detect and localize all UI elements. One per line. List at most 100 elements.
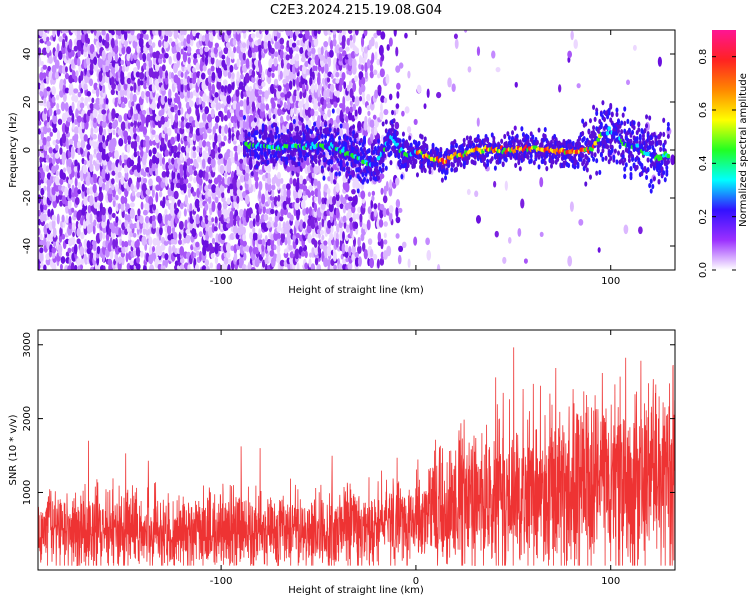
spectrogram-cell [206,95,210,104]
spectrogram-cell [271,72,275,79]
spectrogram-cell [240,146,244,153]
spectrogram-cell [154,258,159,269]
spectrogram-cell [218,102,222,110]
spectrogram-cell [229,210,234,222]
spectrogram-cell [286,114,290,121]
spectrogram-cell [398,207,403,213]
spectrogram-cell [48,107,53,117]
spectrogram-cell [178,120,182,128]
spectrogram-cell [165,176,168,187]
spectrogram-cell [361,64,364,72]
spectrogram-cell [142,139,147,148]
spectrogram-cell [204,46,209,53]
spectrogram-cell [380,187,384,195]
spectrogram-cell [59,78,64,85]
spectrogram-cell [42,72,47,79]
spectrogram-cell [214,122,219,130]
spectrogram-cell [85,219,91,225]
spectrogram-cell [108,111,112,122]
spectrogram-cell [61,132,67,144]
spectrogram-cell [226,251,231,259]
spectrogram-cell [189,91,194,99]
spectrogram-cell [39,82,45,92]
spectrogram-cell [51,96,56,104]
spectrogram-cell [102,265,106,270]
spectrogram-cell [223,64,228,71]
spectrogram-cell [251,75,256,84]
spectrogram-cell [142,209,148,216]
spectrogram-cell [39,90,44,97]
spectrogram-cell [221,54,226,60]
spectrogram-cell [250,121,256,129]
spectrogram-cell [155,166,159,177]
spectrogram-cell [70,146,75,156]
signal-halo [473,160,477,166]
spectrogram-cell [352,32,356,44]
spectrogram-cell [77,181,82,189]
spectrogram-cell [193,52,198,59]
spectrogram-cell [43,185,47,191]
spectrogram-cell [38,110,41,122]
spectrogram-cell [267,172,271,179]
spectrogram-cell [46,86,51,92]
signal-halo [415,172,419,178]
spectrogram-cell [156,152,160,159]
spectrogram-cell [124,219,128,228]
spectrogram-cell [517,227,522,237]
spectrogram-cell [301,251,305,257]
spectrogram-cell [257,89,263,95]
spectrogram-cell [211,237,216,245]
spectrogram-cell [233,46,237,54]
spectrogram-cell [395,216,401,224]
spectrogram-cell [229,150,234,159]
spectrogram-cell [236,71,240,82]
spectrogram-cell [354,96,360,107]
spectrogram-cell [225,41,231,48]
spectrogram-cell [211,184,217,194]
spectrogram-cell [137,155,141,165]
spectrogram-cell [148,245,153,255]
spectrogram-cell [371,190,376,196]
spectrogram-cell [71,207,75,213]
spectrogram-cell [87,204,92,214]
spectrogram-cell [43,107,47,115]
spectrogram-cell [155,156,160,165]
spectrogram-cell [198,177,203,186]
spectrogram-cell [99,229,103,241]
spectrogram-cell [76,115,82,123]
spectrogram-cell [120,121,126,131]
spectrogram-cell [141,235,147,246]
spectrogram-cell [67,247,72,254]
spectrogram-cell [302,178,307,185]
signal-halo [423,136,427,142]
spectrogram-cell [168,56,172,65]
spectrogram-cell [167,127,172,137]
spectrogram-cell [96,223,100,229]
spectrogram-cell [64,200,69,207]
spectrogram-cell [92,224,96,235]
spectrogram-cell [395,177,400,186]
spectrogram-cell [360,190,366,200]
spectrogram-cell [165,199,170,207]
spectrogram-cell [229,232,235,240]
spectrogram-cell [502,256,507,264]
spectrogram-cell [133,82,137,93]
spectrogram-cell [371,195,375,202]
spectrogram-cell [212,126,216,135]
spectrogram-cell [367,110,371,117]
spectrogram-cell [126,46,132,55]
spectrogram-cell [51,246,57,254]
spectrogram-cell [251,69,256,78]
spectrogram-cell [86,30,92,34]
spectrogram-cell [92,206,98,215]
spectrogram-cell [110,89,115,96]
spectrogram-cell [137,208,141,217]
spectrogram-cell [383,232,387,239]
spectrogram-cell [173,151,177,159]
spectrogram-cell [204,106,210,115]
spectrogram-cell [283,189,287,200]
spectrogram-cell [523,258,528,264]
spectrogram-cell [226,30,232,36]
spectrogram-cell [201,265,207,270]
signal-halo [292,118,296,125]
